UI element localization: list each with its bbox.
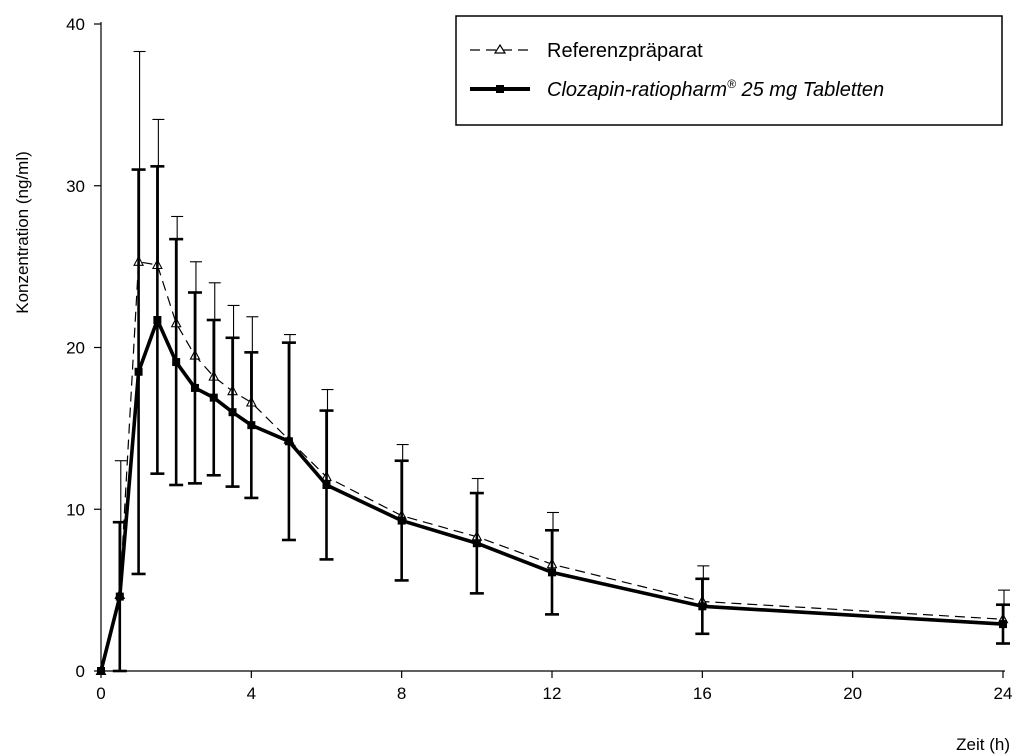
y-tick-label: 10: [66, 500, 85, 519]
data-point: [397, 516, 406, 525]
series-1: [97, 165, 1010, 675]
y-tick-label: 0: [76, 662, 85, 681]
data-point: [172, 358, 181, 367]
legend-marker-reference: [493, 43, 507, 54]
y-tick-label: 30: [66, 177, 85, 196]
y-tick-label: 40: [66, 15, 85, 34]
x-axis-title: Zeit (h): [956, 735, 1010, 754]
legend-box: [455, 15, 1003, 126]
axes: 0 10 20 30 40 0 4 8 12 16 20 24 Zeit (h) Konzentratio…: [13, 15, 1012, 754]
legend-marker-clozapin: [496, 85, 504, 93]
data-point: [97, 667, 105, 675]
legend-label-clozapin-sup: ®: [727, 77, 736, 91]
x-tick-label: 20: [843, 684, 862, 703]
data-point: [247, 421, 256, 430]
legend: Referenzpräparat Clozapin-ratiopharm® 25…: [455, 15, 1003, 126]
legend-label-reference: Referenzpräparat: [547, 40, 703, 62]
y-axis-title: Konzentration (ng/ml): [13, 151, 32, 314]
data-point: [115, 592, 124, 601]
data-point: [472, 539, 481, 548]
y-tick-label: 20: [66, 339, 85, 358]
x-tick-label: 0: [96, 684, 105, 703]
legend-label-clozapin-main: Clozapin-ratiopharm: [547, 79, 727, 101]
x-tick-label: 8: [397, 684, 406, 703]
series-line: [99, 318, 1004, 672]
data-point: [153, 316, 162, 325]
data-point: [228, 408, 237, 417]
series-line: [100, 261, 1004, 672]
x-tick-label: 12: [543, 684, 562, 703]
data-point: [322, 480, 331, 489]
data-point: [698, 602, 707, 611]
x-tick-label: 4: [247, 684, 256, 703]
data-point: [209, 393, 218, 402]
data-point: [999, 620, 1007, 629]
data-point: [190, 383, 199, 392]
series-layer: [95, 50, 1010, 676]
legend-label-clozapin: Clozapin-ratiopharm® 25 mg Tabletten: [547, 77, 884, 101]
x-tick-label: 24: [994, 684, 1013, 703]
data-point: [134, 367, 143, 376]
data-point: [548, 568, 556, 577]
data-point: [284, 437, 293, 446]
x-tick-label: 16: [693, 684, 712, 703]
legend-label-clozapin-rest: 25 mg Tabletten: [736, 79, 884, 101]
